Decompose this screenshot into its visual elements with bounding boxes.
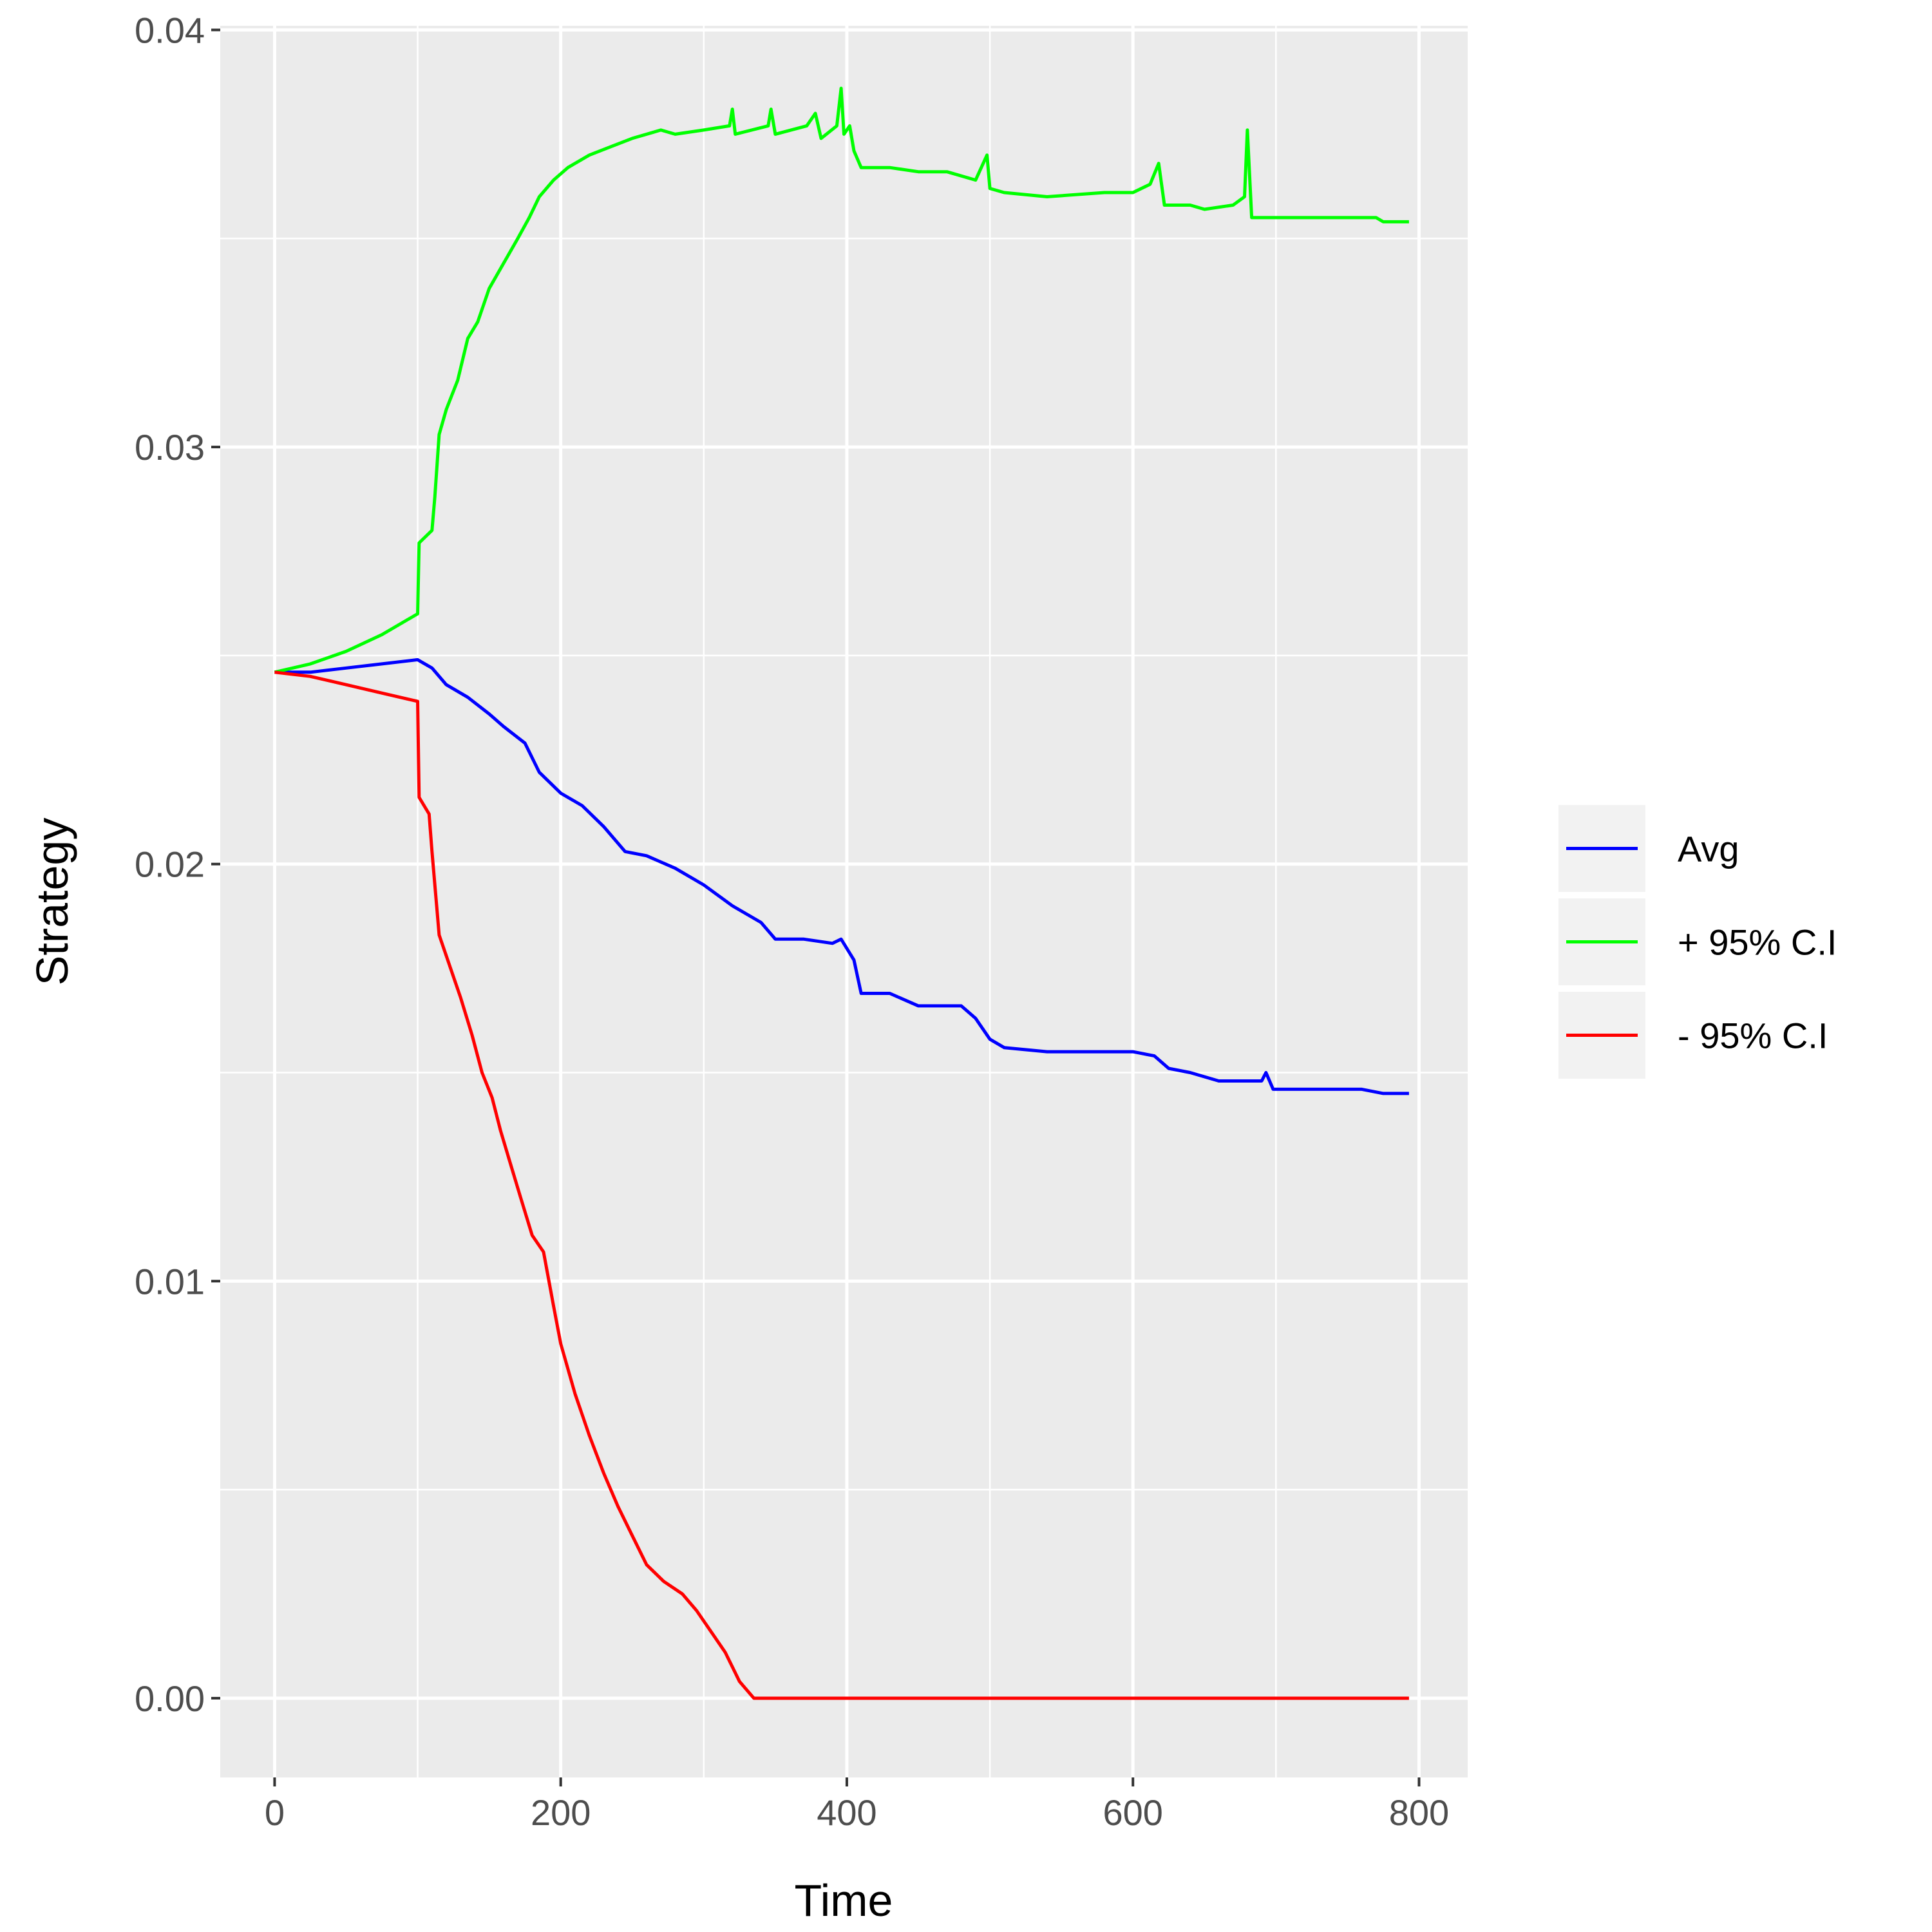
y-axis: 0.00 0.01 0.02 0.03 0.04 <box>135 10 220 1719</box>
series-line-3 <box>274 670 1409 1700</box>
legend-label: Avg <box>1678 829 1739 869</box>
y-axis-title: Strategy <box>27 818 77 986</box>
series-line-1 <box>274 658 1409 1095</box>
plot-panel <box>220 26 1468 1777</box>
y-tick-label: 0.02 <box>135 844 205 885</box>
y-tick-label: 0.00 <box>135 1678 205 1719</box>
x-tick-label: 200 <box>531 1792 591 1833</box>
y-tick-label: 0.03 <box>135 427 205 468</box>
y-tick-label: 0.01 <box>135 1261 205 1302</box>
x-tick-label: 800 <box>1389 1792 1449 1833</box>
series-line-2 <box>274 86 1409 674</box>
x-tick-label: 0 <box>265 1792 285 1833</box>
legend-label: - 95% C.I <box>1678 1016 1828 1056</box>
legend-label: + 95% C.I <box>1678 922 1837 963</box>
y-tick-label: 0.04 <box>135 10 205 50</box>
x-tick-label: 400 <box>817 1792 876 1833</box>
x-tick-label: 600 <box>1103 1792 1162 1833</box>
x-axis-title: Time <box>795 1875 893 1926</box>
series-layer <box>274 86 1409 1700</box>
legend: Avg + 95% C.I - 95% C.I <box>1558 805 1837 1079</box>
minor-gridlines <box>220 26 1468 1777</box>
x-axis: 0 200 400 600 800 <box>265 1777 1449 1833</box>
